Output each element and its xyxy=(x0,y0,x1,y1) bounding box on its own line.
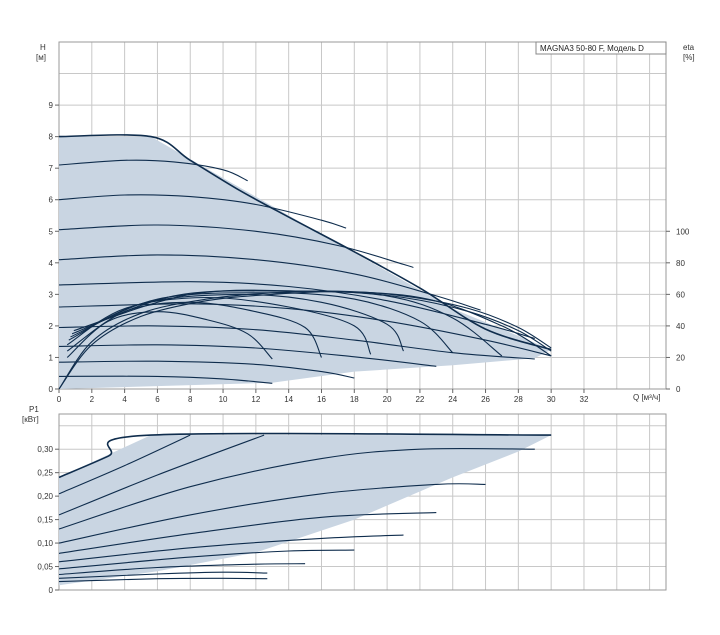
y2-tick-label: 60 xyxy=(676,290,685,299)
series-line-3 xyxy=(58,434,265,516)
series-line-6 xyxy=(58,512,437,554)
y-tick-label: 0,25 xyxy=(37,469,53,478)
series-line-10 xyxy=(58,571,268,579)
x-tick-label: 12 xyxy=(251,395,260,404)
series-line-11 xyxy=(58,577,268,583)
y-tick-label: 1 xyxy=(49,353,54,362)
x-tick-label: 32 xyxy=(580,395,589,404)
x-tick-label: 28 xyxy=(514,395,523,404)
x-tick-label: 0 xyxy=(57,395,62,404)
series-line-1 xyxy=(58,432,552,479)
y2-tick-label: 0 xyxy=(676,385,681,394)
y2-tick-label: 20 xyxy=(676,353,685,362)
series-line-19 xyxy=(58,290,552,390)
x-axis-label-q: Q [м³/ч] xyxy=(633,393,660,402)
series-line-2 xyxy=(58,434,191,495)
series-line-20 xyxy=(58,291,552,390)
x-tick-label: 26 xyxy=(481,395,490,404)
y2-tick-label: 100 xyxy=(676,227,690,236)
series-line-9 xyxy=(58,563,306,576)
series-line-4 xyxy=(58,224,414,269)
title-frame xyxy=(535,41,667,55)
y-tick-label: 8 xyxy=(49,133,54,142)
x-tick-label: 18 xyxy=(350,395,359,404)
y-tick-label: 0,10 xyxy=(37,539,53,548)
series-line-16 xyxy=(70,292,454,354)
chart-title-box: MAGNA3 50-80 F, Модель D xyxy=(535,41,667,55)
series-line-9 xyxy=(58,344,437,367)
y-tick-label: 4 xyxy=(49,259,54,268)
series-line-7 xyxy=(58,534,404,563)
series-line-5 xyxy=(58,254,481,311)
x-tick-label: 20 xyxy=(383,395,392,404)
x-tick-label: 8 xyxy=(188,395,193,404)
y2-tick-label: 80 xyxy=(676,259,685,268)
series-line-4 xyxy=(58,447,535,530)
y-tick-label: 0 xyxy=(49,586,54,595)
y-tick-label: 3 xyxy=(49,290,54,299)
series-line-11 xyxy=(58,375,273,384)
chart-title: MAGNA3 50-80 F, Модель D xyxy=(540,44,644,53)
y-tick-label: 6 xyxy=(49,196,54,205)
x-tick-label: 22 xyxy=(415,395,424,404)
series-line-5 xyxy=(58,483,486,544)
x-tick-label: 10 xyxy=(219,395,228,404)
y-axis-unit-h: [м] xyxy=(36,53,46,62)
y-tick-label: 5 xyxy=(49,227,54,236)
y-tick-label: 0,30 xyxy=(37,445,53,454)
x-tick-label: 16 xyxy=(317,395,326,404)
series-line-3 xyxy=(58,194,347,229)
y-tick-label: 0,05 xyxy=(37,563,53,572)
series-line-10 xyxy=(58,360,355,379)
y2-axis-label-eta: eta xyxy=(683,43,695,52)
operating-range-fill xyxy=(59,435,552,586)
y-axis-label-p1: P1 xyxy=(29,405,39,414)
y-tick-label: 0,15 xyxy=(37,516,53,525)
series-line-8 xyxy=(58,325,535,360)
y-axis-label-h: H xyxy=(40,43,46,52)
x-tick-label: 14 xyxy=(284,395,293,404)
series-line-2 xyxy=(58,159,248,182)
series-line-14 xyxy=(66,296,372,355)
power-flow-panel: 0 0,05 0,10 0,15 0,20 0,25 0,30 xyxy=(37,413,667,595)
y2-tick-label: 40 xyxy=(676,322,685,331)
y2-axis-unit-eta: [%] xyxy=(683,53,695,62)
x-tick-label: 4 xyxy=(122,395,127,404)
series-line-8 xyxy=(58,549,355,570)
y-tick-label: 0 xyxy=(49,385,54,394)
y-tick-label: 2 xyxy=(49,322,54,331)
x-tick-label: 30 xyxy=(547,395,556,404)
x-tick-label: 24 xyxy=(448,395,457,404)
y-tick-label: 0,20 xyxy=(37,492,53,501)
y-tick-label: 9 xyxy=(49,101,54,110)
x-tick-label: 2 xyxy=(90,395,95,404)
x-tick-label: 6 xyxy=(155,395,160,404)
y-tick-label: 7 xyxy=(49,164,54,173)
series-line-6 xyxy=(58,281,535,340)
y-axis-unit-p1: [кВт] xyxy=(22,415,39,424)
